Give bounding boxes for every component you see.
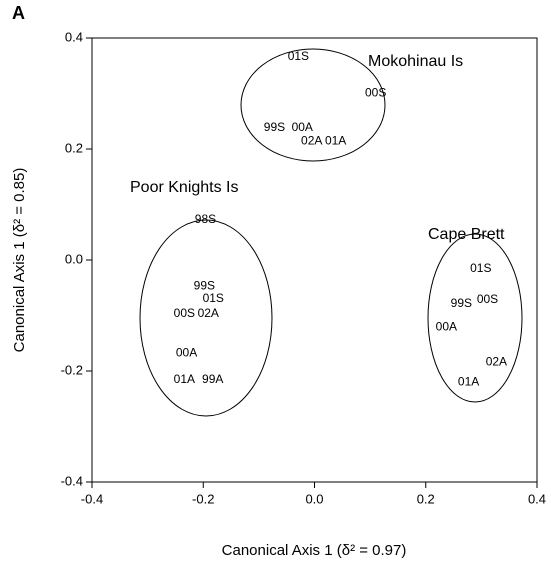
plot-frame: [91, 37, 538, 483]
point-label: 02A: [486, 354, 507, 368]
x-tick-label: 0.2: [417, 491, 435, 506]
y-tick-label: -0.4: [61, 473, 83, 488]
x-tick-label: 0.0: [305, 491, 323, 506]
point-label: 01A: [458, 374, 479, 388]
point-label: 00A: [176, 345, 197, 359]
x-tick-label: -0.2: [192, 491, 214, 506]
group-label: Cape Brett: [428, 226, 505, 243]
point-label: 00S: [477, 292, 498, 306]
point-label: 00A: [292, 120, 313, 134]
point-label: 01A: [325, 133, 346, 147]
x-tick-label: -0.4: [81, 491, 103, 506]
group-ellipse: [139, 219, 273, 417]
y-axis-label: Canonical Axis 1 (δ² = 0.85): [11, 168, 28, 353]
point-label: 02A: [198, 306, 219, 320]
point-label: 98S: [195, 212, 216, 226]
group-label: Poor Knights Is: [130, 179, 239, 196]
point-label: 00S: [174, 306, 195, 320]
point-label: 00S: [365, 86, 386, 100]
y-tick-label: -0.2: [61, 362, 83, 377]
y-tick-label: 0.2: [65, 140, 83, 155]
group-label: Mokohinau Is: [368, 53, 463, 70]
y-tick-label: 0.4: [65, 29, 83, 44]
group-ellipse: [427, 233, 523, 403]
x-axis-label: Canonical Axis 1 (δ² = 0.97): [222, 542, 407, 559]
point-label: 99S: [451, 296, 472, 310]
point-label: 02A: [301, 133, 322, 147]
point-label: 01A: [174, 372, 195, 386]
point-label: 99S: [194, 278, 215, 292]
point-label: 99A: [202, 372, 223, 386]
point-label: 01S: [203, 291, 224, 305]
point-label: 01S: [470, 261, 491, 275]
point-label: 01S: [288, 49, 309, 63]
panel-label: A: [12, 3, 25, 23]
point-label: 99S: [264, 120, 285, 134]
y-tick-label: 0.0: [65, 251, 83, 266]
point-label: 00A: [436, 319, 457, 333]
group-ellipse: [240, 48, 386, 162]
x-tick-label: 0.4: [528, 491, 546, 506]
